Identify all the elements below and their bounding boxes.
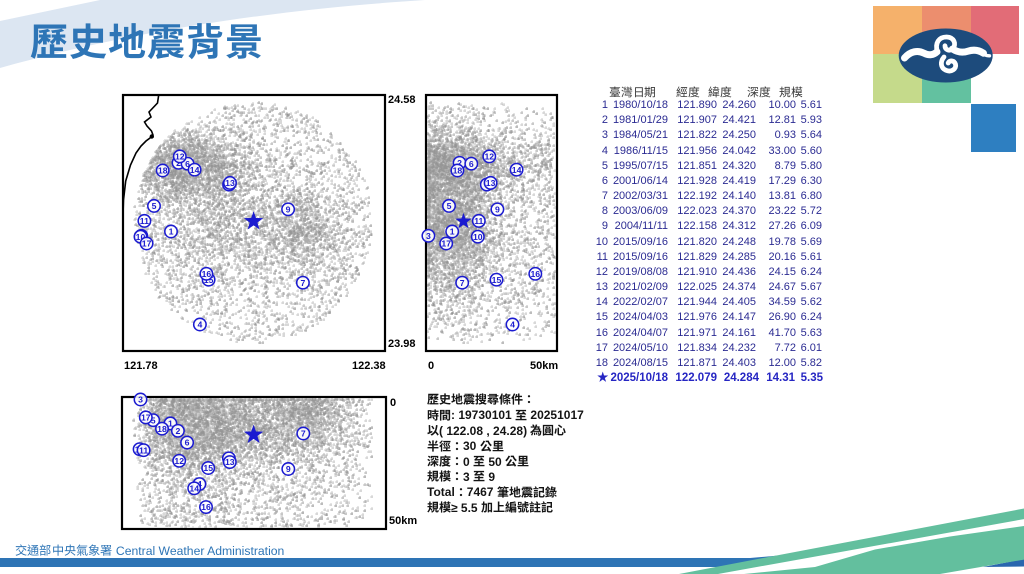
svg-text:7: 7 — [460, 278, 465, 288]
svg-text:10: 10 — [473, 232, 483, 242]
svg-text:13: 13 — [486, 178, 496, 188]
svg-text:17: 17 — [441, 239, 451, 249]
svg-text:1: 1 — [450, 227, 455, 237]
svg-text:3: 3 — [426, 231, 431, 241]
svg-text:17: 17 — [142, 239, 152, 249]
svg-text:18: 18 — [453, 166, 463, 176]
svg-text:4: 4 — [510, 320, 515, 330]
svg-text:9: 9 — [286, 204, 291, 214]
svg-text:6: 6 — [185, 438, 190, 448]
svg-text:5: 5 — [447, 201, 452, 211]
svg-text:5: 5 — [151, 415, 156, 425]
svg-text:1: 1 — [169, 227, 174, 237]
svg-text:10: 10 — [136, 232, 146, 242]
svg-text:15: 15 — [203, 463, 213, 473]
svg-text:5: 5 — [152, 201, 157, 211]
svg-text:9: 9 — [495, 204, 500, 214]
svg-text:9: 9 — [286, 464, 291, 474]
svg-text:14: 14 — [190, 165, 200, 175]
svg-text:14: 14 — [512, 165, 522, 175]
svg-text:16: 16 — [530, 269, 540, 279]
svg-text:11: 11 — [474, 216, 483, 226]
svg-text:7: 7 — [301, 429, 306, 439]
svg-text:18: 18 — [158, 166, 168, 176]
svg-text:6: 6 — [469, 159, 474, 169]
svg-text:2: 2 — [457, 158, 462, 168]
svg-text:4: 4 — [197, 320, 202, 330]
svg-text:16: 16 — [201, 502, 211, 512]
svg-text:13: 13 — [225, 178, 235, 188]
svg-text:2: 2 — [175, 426, 180, 436]
svg-text:1: 1 — [168, 419, 173, 429]
svg-text:17: 17 — [141, 413, 151, 423]
svg-text:7: 7 — [300, 278, 305, 288]
svg-text:16: 16 — [202, 269, 212, 279]
svg-text:18: 18 — [157, 424, 167, 434]
svg-text:12: 12 — [484, 152, 494, 162]
svg-text:15: 15 — [492, 275, 502, 285]
svg-text:12: 12 — [175, 152, 185, 162]
svg-text:11: 11 — [140, 216, 149, 226]
svg-text:3: 3 — [138, 395, 143, 405]
svg-text:12: 12 — [174, 456, 184, 466]
svg-text:6: 6 — [185, 159, 190, 169]
svg-text:14: 14 — [189, 483, 199, 493]
svg-text:11: 11 — [139, 445, 148, 455]
svg-text:13: 13 — [225, 457, 235, 467]
